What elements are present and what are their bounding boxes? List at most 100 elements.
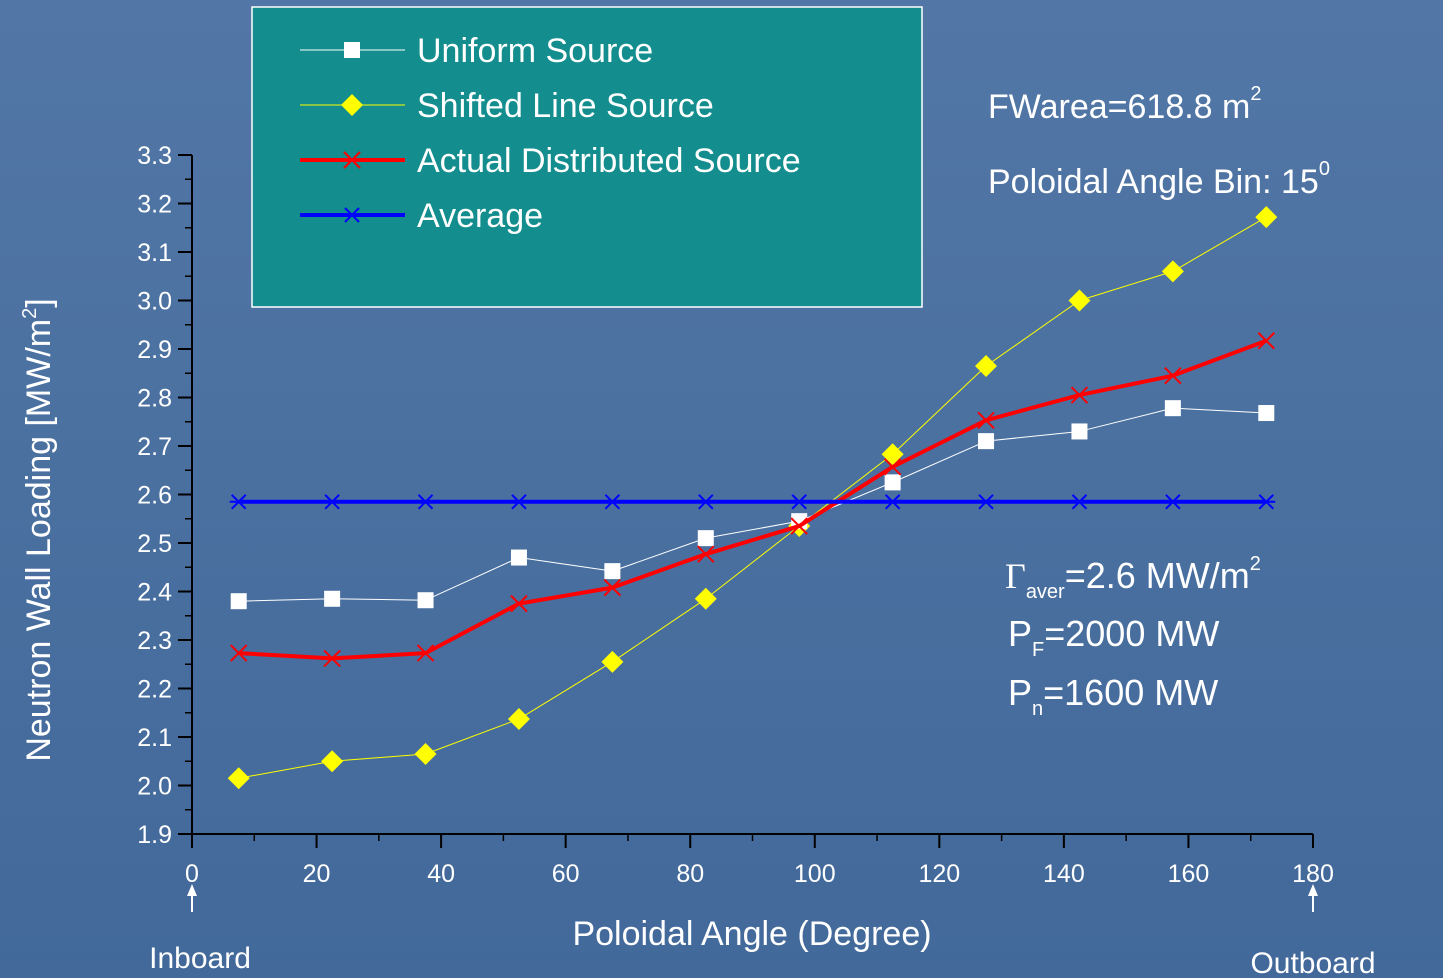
x-tick-label: 20 (303, 860, 331, 888)
data-point-actual-distributed-source (883, 458, 902, 476)
data-point-actual-distributed-source (1070, 386, 1089, 404)
legend-item-actual-distributed-source: Actual Distributed Source (300, 142, 801, 180)
data-point-uniform-source (230, 593, 247, 610)
y-tick-label: 1.9 (137, 821, 172, 849)
data-point-uniform-source (1164, 400, 1181, 417)
y-tick-label: 2.7 (137, 433, 172, 461)
y-axis-label: Neutron Wall Loading [MW/m2] (19, 298, 58, 761)
data-point-shifted-line-source (975, 354, 998, 377)
y-tick-label: 2.1 (137, 724, 172, 752)
data-point-actual-distributed-source (603, 578, 622, 597)
legend-label: Average (417, 197, 543, 235)
y-tick-label: 2.5 (137, 530, 172, 558)
x-tick-label: 180 (1292, 860, 1334, 888)
legend-swatch-marker (343, 207, 361, 223)
data-point-average (1070, 494, 1089, 510)
y-tick-label: 2.0 (137, 773, 172, 801)
x-ticks: 0 20 40 60 80 100 120 140 160 180 (185, 834, 1334, 888)
series-line-actual-distributed-source (238, 338, 1267, 661)
y-tick-label: 3.1 (137, 239, 172, 267)
y-tick-label: 2.9 (137, 336, 172, 364)
data-point-average (790, 494, 809, 510)
legend-item-average: Average (300, 197, 543, 235)
data-point-average (1163, 494, 1182, 510)
gamma-symbol: Γ (1005, 556, 1026, 596)
legend-box (251, 6, 923, 308)
y-tick-label: 3.2 (137, 191, 172, 219)
y-tick-label: 3.3 (137, 142, 172, 170)
data-point-actual-distributed-source (697, 545, 715, 563)
data-point-actual-distributed-source (1257, 332, 1275, 350)
data-point-actual-distributed-source (1164, 366, 1182, 385)
data-point-uniform-source (884, 474, 901, 491)
x-tick-label: 40 (427, 860, 455, 888)
gamma-text: =2.6 MW/m (1065, 555, 1250, 596)
y-tick-label: 2.4 (137, 579, 172, 607)
data-point-shifted-line-source (694, 587, 717, 610)
inboard-arrow (187, 884, 197, 912)
pn-sub: n (1032, 698, 1043, 720)
y-ticks: 1.9 2.0 2.1 2.2 2.3 2.4 2.5 2.6 2.7 2.8 2.9 3.0 3.1 3… (137, 142, 192, 849)
legend-label: Uniform Source (417, 32, 653, 70)
pf-text: =2000 MW (1044, 613, 1219, 654)
x-tick-label: 80 (676, 860, 704, 888)
data-point-average (323, 494, 342, 510)
inboard-label: Inboard (149, 942, 251, 975)
pn-annotation: Pn=1600 MW (1008, 672, 1218, 720)
data-point-shifted-line-source (227, 767, 250, 790)
data-point-shifted-line-source (1255, 206, 1278, 229)
data-point-average (977, 494, 996, 510)
y-axis-label-main: Neutron Wall Loading [MW/m (20, 319, 58, 762)
pn-p: P (1008, 672, 1032, 713)
data-point-actual-distributed-source (977, 411, 995, 430)
legend-items: Uniform Source Shifted Line Source Actual … (300, 32, 801, 235)
x-tick-label: 120 (918, 860, 960, 888)
gamma-sub: aver (1026, 581, 1065, 603)
data-point-actual-distributed-source (510, 594, 528, 613)
outboard-arrow (1308, 884, 1318, 912)
y-tick-label: 2.3 (137, 627, 172, 655)
pf-p: P (1008, 613, 1032, 654)
pf-sub: F (1032, 639, 1044, 661)
data-point-actual-distributed-source (323, 649, 341, 668)
data-point-actual-distributed-source (230, 644, 248, 662)
legend-item-shifted-line-source: Shifted Line Source (300, 87, 714, 125)
data-point-uniform-source (697, 530, 714, 547)
fwarea-text: FWarea=618.8 m (988, 88, 1250, 126)
x-tick-label: 100 (794, 860, 836, 888)
data-point-uniform-source (510, 549, 527, 566)
series-line-uniform-source (238, 407, 1267, 602)
pf-annotation: PF=2000 MW (1008, 613, 1219, 661)
legend-swatch-marker (341, 94, 363, 116)
data-point-average (883, 494, 902, 510)
data-point-shifted-line-source (1161, 260, 1184, 283)
data-point-uniform-source (978, 433, 995, 450)
y-axis-label-sup: 2 (19, 308, 41, 319)
legend-label: Actual Distributed Source (417, 142, 801, 180)
legend-item-uniform-source: Uniform Source (300, 32, 653, 70)
x-tick-label: 60 (552, 860, 580, 888)
bin-text: Poloidal Angle Bin: 15 (988, 163, 1319, 201)
legend-swatch-marker (343, 151, 361, 169)
series-line-shifted-line-source (238, 216, 1267, 779)
data-point-average (229, 494, 248, 510)
data-point-shifted-line-source (321, 750, 344, 773)
bin-annotation: Poloidal Angle Bin: 150 (988, 158, 1330, 201)
y-tick-label: 3.0 (137, 288, 172, 316)
legend-label: Shifted Line Source (417, 87, 714, 125)
y-tick-label: 2.8 (137, 385, 172, 413)
series-uniform-source (230, 400, 1275, 610)
data-point-shifted-line-source (601, 650, 624, 673)
data-point-actual-distributed-source (416, 644, 435, 662)
x-tick-label: 0 (185, 860, 199, 888)
series-layer (227, 206, 1278, 790)
outboard-label: Outboard (1250, 947, 1375, 978)
x-tick-label: 140 (1043, 860, 1085, 888)
y-tick-label: 2.2 (137, 676, 172, 704)
data-point-actual-distributed-source (790, 517, 808, 535)
series-actual-distributed-source (230, 332, 1275, 668)
data-point-shifted-line-source (1068, 289, 1091, 312)
data-point-shifted-line-source (507, 708, 530, 731)
y-axis-label-end: ] (20, 298, 58, 307)
